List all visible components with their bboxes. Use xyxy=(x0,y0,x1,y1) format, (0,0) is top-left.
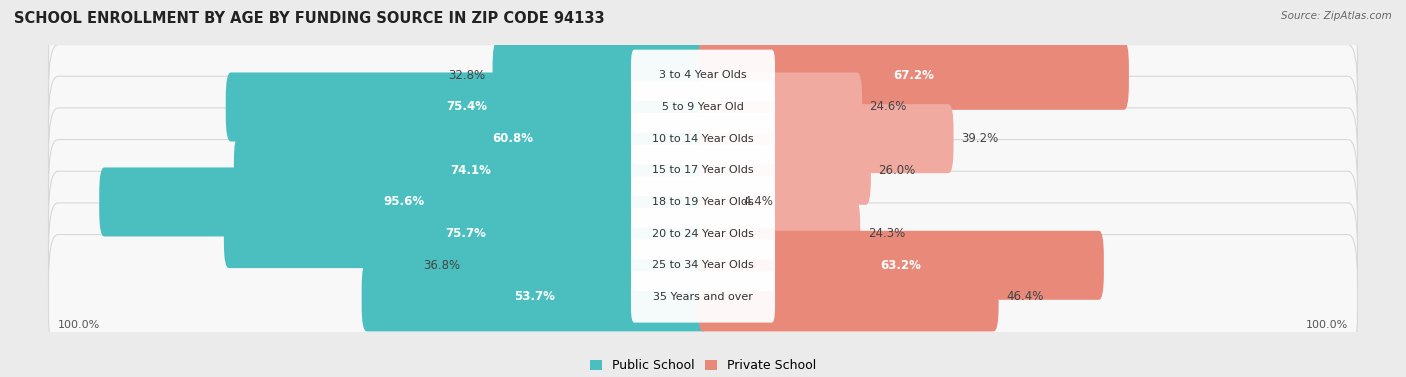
FancyBboxPatch shape xyxy=(48,44,1358,169)
FancyBboxPatch shape xyxy=(631,176,775,228)
Text: 95.6%: 95.6% xyxy=(382,195,425,208)
Text: 10 to 14 Year Olds: 10 to 14 Year Olds xyxy=(652,133,754,144)
Text: 24.3%: 24.3% xyxy=(868,227,905,240)
Text: 18 to 19 Year Olds: 18 to 19 Year Olds xyxy=(652,197,754,207)
FancyBboxPatch shape xyxy=(631,240,775,291)
FancyBboxPatch shape xyxy=(48,76,1358,201)
Text: 46.4%: 46.4% xyxy=(1007,290,1043,303)
FancyBboxPatch shape xyxy=(697,199,860,268)
Text: 60.8%: 60.8% xyxy=(492,132,533,145)
FancyBboxPatch shape xyxy=(48,13,1358,138)
Text: 75.7%: 75.7% xyxy=(446,227,486,240)
FancyBboxPatch shape xyxy=(631,81,775,133)
FancyBboxPatch shape xyxy=(361,262,709,331)
Text: 25 to 34 Year Olds: 25 to 34 Year Olds xyxy=(652,260,754,270)
FancyBboxPatch shape xyxy=(631,271,775,323)
Text: 100.0%: 100.0% xyxy=(1306,320,1348,330)
Text: 36.8%: 36.8% xyxy=(423,259,460,272)
Text: 24.6%: 24.6% xyxy=(869,101,907,113)
Text: 100.0%: 100.0% xyxy=(58,320,100,330)
FancyBboxPatch shape xyxy=(226,72,709,141)
Text: 3 to 4 Year Olds: 3 to 4 Year Olds xyxy=(659,70,747,80)
FancyBboxPatch shape xyxy=(224,199,709,268)
FancyBboxPatch shape xyxy=(48,203,1358,328)
FancyBboxPatch shape xyxy=(631,145,775,196)
FancyBboxPatch shape xyxy=(233,136,709,205)
FancyBboxPatch shape xyxy=(697,136,870,205)
Text: 74.1%: 74.1% xyxy=(450,164,491,177)
Text: 15 to 17 Year Olds: 15 to 17 Year Olds xyxy=(652,165,754,175)
Text: 26.0%: 26.0% xyxy=(879,164,915,177)
FancyBboxPatch shape xyxy=(697,231,1104,300)
Text: 75.4%: 75.4% xyxy=(446,101,488,113)
Legend: Public School, Private School: Public School, Private School xyxy=(585,354,821,377)
FancyBboxPatch shape xyxy=(697,167,735,236)
FancyBboxPatch shape xyxy=(318,104,709,173)
FancyBboxPatch shape xyxy=(100,167,709,236)
Text: Source: ZipAtlas.com: Source: ZipAtlas.com xyxy=(1281,11,1392,21)
Text: 35 Years and over: 35 Years and over xyxy=(652,292,754,302)
Text: 63.2%: 63.2% xyxy=(880,259,921,272)
FancyBboxPatch shape xyxy=(468,231,709,300)
FancyBboxPatch shape xyxy=(48,108,1358,233)
FancyBboxPatch shape xyxy=(48,139,1358,264)
FancyBboxPatch shape xyxy=(492,41,709,110)
Text: 20 to 24 Year Olds: 20 to 24 Year Olds xyxy=(652,228,754,239)
Text: 67.2%: 67.2% xyxy=(893,69,934,82)
Text: 5 to 9 Year Old: 5 to 9 Year Old xyxy=(662,102,744,112)
Text: 39.2%: 39.2% xyxy=(962,132,998,145)
Text: 53.7%: 53.7% xyxy=(515,290,555,303)
FancyBboxPatch shape xyxy=(48,171,1358,296)
FancyBboxPatch shape xyxy=(48,234,1358,359)
FancyBboxPatch shape xyxy=(697,104,953,173)
Text: 4.4%: 4.4% xyxy=(744,195,773,208)
Text: 32.8%: 32.8% xyxy=(449,69,485,82)
FancyBboxPatch shape xyxy=(631,50,775,101)
FancyBboxPatch shape xyxy=(697,262,998,331)
FancyBboxPatch shape xyxy=(631,208,775,259)
FancyBboxPatch shape xyxy=(697,41,1129,110)
FancyBboxPatch shape xyxy=(631,113,775,164)
Text: SCHOOL ENROLLMENT BY AGE BY FUNDING SOURCE IN ZIP CODE 94133: SCHOOL ENROLLMENT BY AGE BY FUNDING SOUR… xyxy=(14,11,605,26)
FancyBboxPatch shape xyxy=(697,72,862,141)
